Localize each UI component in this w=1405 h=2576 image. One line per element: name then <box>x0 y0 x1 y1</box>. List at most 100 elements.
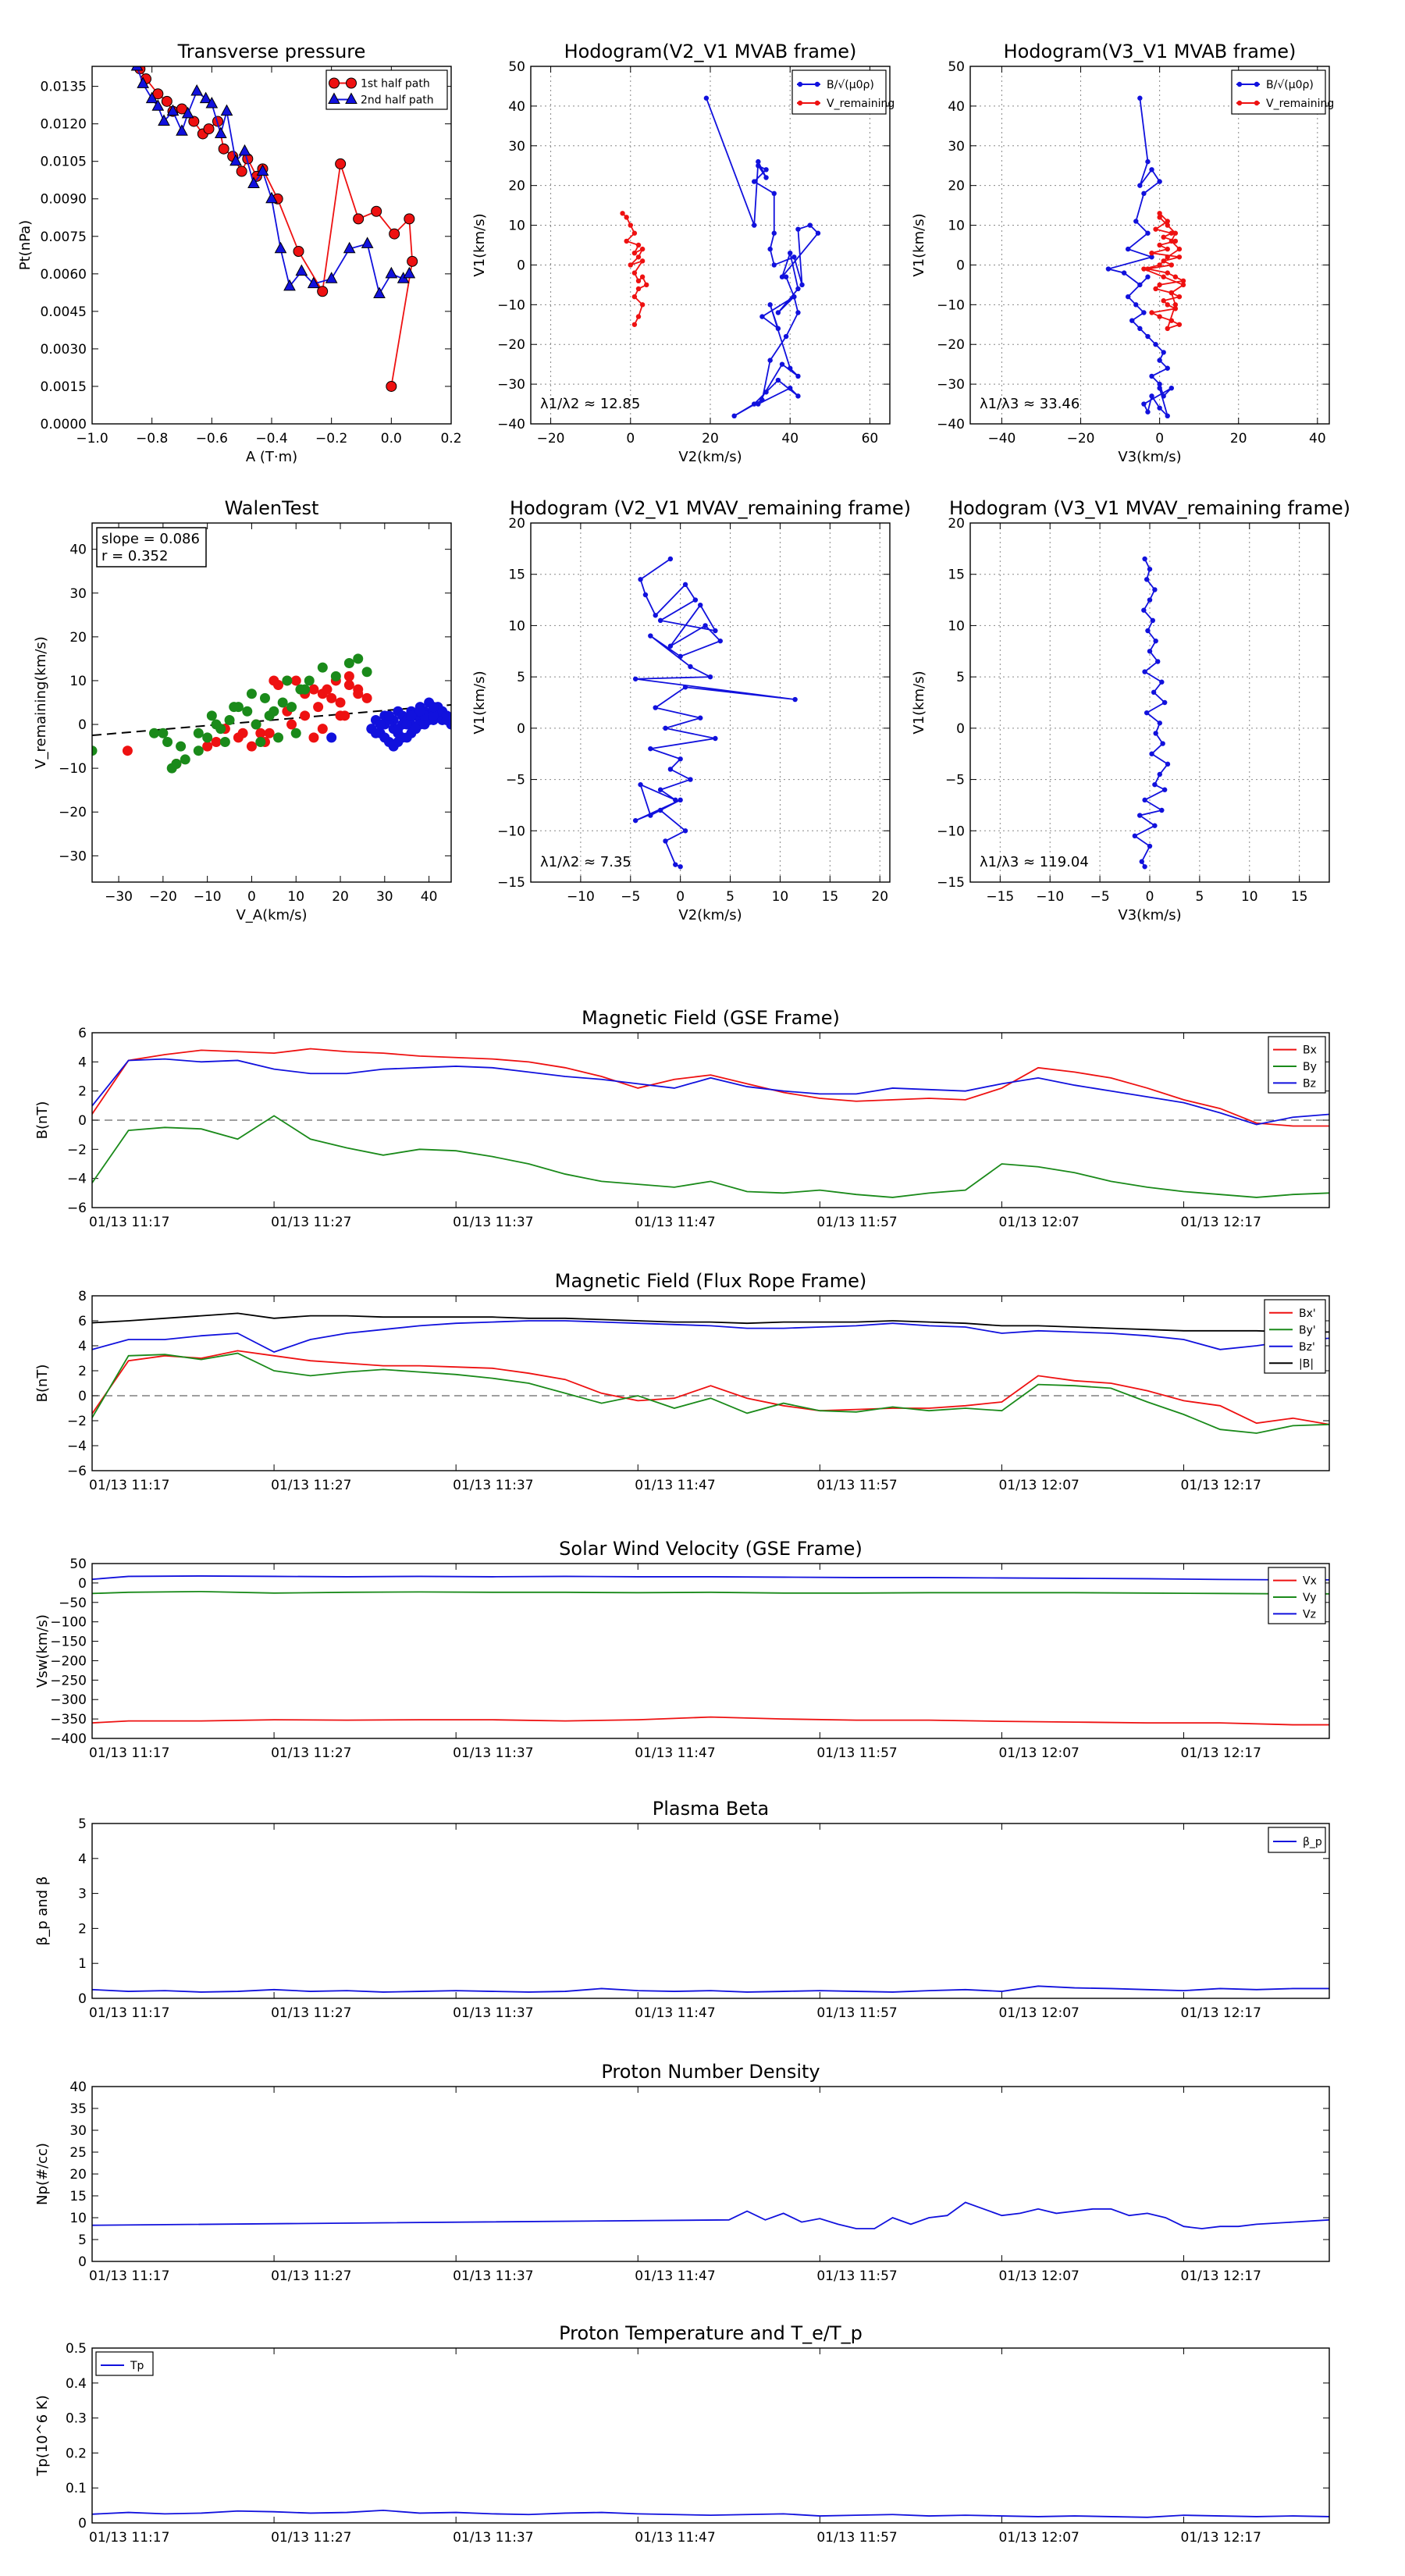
data-point <box>1161 699 1168 706</box>
x-tick-label: 01/13 11:37 <box>453 2268 533 2284</box>
chart-title: Hodogram (V3_V1 MVAV_remaining frame) <box>949 497 1350 519</box>
data-point <box>1176 294 1183 300</box>
data-point <box>1137 326 1143 332</box>
data-point <box>767 358 773 363</box>
data-point <box>1168 386 1175 391</box>
chart-vsw: 01/13 11:17 01/13 11:27 01/13 11:37 01/13 1… <box>34 1538 1330 1761</box>
x-tick-label: 01/13 11:37 <box>453 1478 533 1493</box>
y-tick-label: −150 <box>50 1635 87 1650</box>
chart-tp: −1.0 −0.8 −0.6 −0.4 −0.2 0.0 0.2 0.0000 0.0015 0.… <box>17 41 462 465</box>
y-tick-label: 30 <box>508 139 525 155</box>
data-point <box>1161 298 1166 304</box>
data-point <box>1153 226 1158 232</box>
x-tick-label: 15 <box>822 889 839 905</box>
x-tick-label: 01/13 12:17 <box>1181 2530 1261 2546</box>
x-tick-label: 01/13 11:27 <box>271 2005 351 2021</box>
y-tick-label: −10 <box>497 824 525 839</box>
x-tick-label: −1.0 <box>76 431 108 447</box>
data-point <box>698 715 703 720</box>
legend-box <box>1268 1567 1326 1624</box>
data-point <box>1139 859 1144 864</box>
y-tick-label: 0.3 <box>66 2411 87 2427</box>
data-point <box>224 714 235 725</box>
data-point <box>255 728 266 738</box>
x-tick-label: 20 <box>1230 431 1247 447</box>
data-point <box>678 653 683 660</box>
data-point <box>635 242 642 248</box>
data-point <box>639 258 646 264</box>
series-line <box>621 212 648 326</box>
legend: Vx Vy Vz <box>1268 1567 1326 1624</box>
y-tick-label: −20 <box>59 805 87 820</box>
plot-frame <box>530 66 891 425</box>
chart-annotation: λ1/λ3 ≈ 119.04 <box>980 854 1089 870</box>
data-point <box>205 96 219 109</box>
data-point <box>389 228 400 240</box>
y-tick-label: −10 <box>937 297 965 313</box>
x-axis-label: V2(km/s) <box>678 907 742 923</box>
data-point <box>202 741 213 752</box>
data-point <box>1145 333 1151 340</box>
data-point <box>1157 405 1162 411</box>
x-tick-label: 01/13 11:47 <box>635 1215 715 1230</box>
data-point <box>1160 741 1165 746</box>
legend: Bx By Bz <box>1268 1036 1326 1094</box>
series-walen-0 <box>122 671 372 770</box>
data-point <box>1176 322 1183 327</box>
data-point <box>1165 219 1170 224</box>
legend-box <box>1264 1299 1326 1374</box>
y-tick-label: 35 <box>69 2101 87 2117</box>
series-vsw-1 <box>92 1590 1329 1595</box>
data-point <box>635 286 642 292</box>
y-tick-label: 0 <box>956 258 965 273</box>
series-line <box>635 558 795 868</box>
y-tick-label: −250 <box>50 1673 87 1688</box>
legend-label: |B| <box>1299 1357 1314 1370</box>
series-walen-2 <box>326 697 451 752</box>
x-tick-label: 01/13 11:37 <box>453 1745 533 1761</box>
data-point <box>635 254 642 260</box>
data-point <box>290 728 301 738</box>
data-point <box>1172 230 1179 236</box>
x-tick-label: 01/13 11:57 <box>816 2005 897 2021</box>
data-point <box>1141 401 1147 407</box>
data-point <box>644 282 649 288</box>
data-point <box>1145 628 1151 634</box>
data-point <box>393 724 404 735</box>
data-point <box>193 728 204 738</box>
legend-box <box>95 2351 154 2376</box>
legend-label: Bx' <box>1299 1308 1316 1320</box>
x-tick-label: 01/13 11:37 <box>453 1215 533 1230</box>
y-tick-label: −10 <box>59 761 87 777</box>
legend-marker <box>345 92 357 104</box>
y-tick-label: 40 <box>948 99 965 115</box>
y-axis-label: V1(km/s) <box>911 213 927 276</box>
y-tick-label: −6 <box>67 1464 87 1479</box>
legend-box <box>1268 1827 1326 1853</box>
y-tick-label: −20 <box>497 337 525 353</box>
data-point <box>1165 254 1170 260</box>
data-point <box>788 386 793 391</box>
series-line <box>92 1590 1329 1595</box>
x-tick-label: 01/13 11:17 <box>89 1215 169 1230</box>
x-axis-label: A (T·m) <box>246 449 297 465</box>
y-tick-label: 0.0030 <box>41 342 87 358</box>
data-point <box>370 728 381 738</box>
data-point <box>256 164 269 176</box>
y-axis-label: Tp(10^6 K) <box>34 2395 51 2476</box>
series-h1-0 <box>703 95 821 419</box>
data-point <box>406 710 417 721</box>
series-line <box>92 1312 1329 1333</box>
legend-marker <box>797 81 803 87</box>
data-point <box>1165 761 1171 767</box>
data-point <box>403 266 416 279</box>
y-tick-label: 10 <box>69 2211 87 2226</box>
annotation-box <box>96 527 207 568</box>
data-point <box>1152 587 1158 592</box>
legend-box <box>791 69 887 115</box>
data-point <box>628 222 633 228</box>
x-tick-label: 01/13 11:27 <box>271 1215 351 1230</box>
data-point <box>295 264 308 276</box>
data-point <box>678 756 683 762</box>
